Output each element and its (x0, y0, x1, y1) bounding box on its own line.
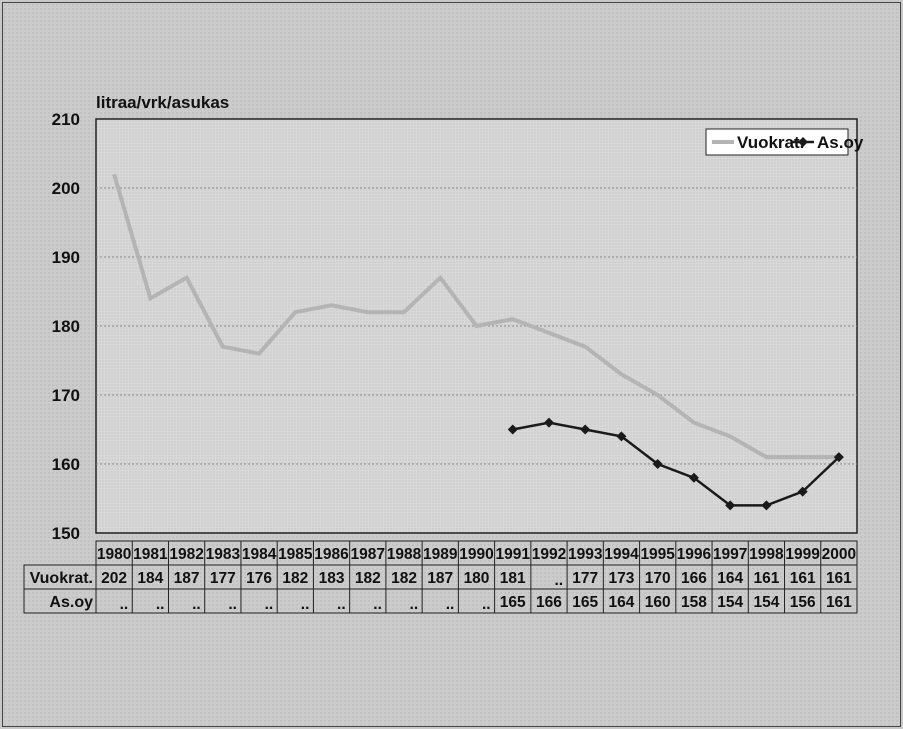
data-point-asoy (688, 472, 699, 483)
x-tick-label: 1982 (169, 546, 203, 563)
table-cell: 166 (681, 570, 707, 587)
x-tick-label: 1980 (97, 546, 131, 563)
x-tick-label: 1984 (242, 546, 277, 563)
table-cell: 170 (645, 570, 671, 587)
data-point-asoy (833, 452, 844, 463)
table-cell: 177 (210, 570, 236, 587)
y-tick-label: 160 (52, 455, 80, 474)
x-tick-label: 1986 (314, 546, 349, 563)
y-tick-label: 190 (52, 248, 80, 267)
table-cell: 177 (572, 570, 598, 587)
data-point-asoy (543, 417, 554, 428)
legend-marker-asoy (798, 137, 808, 147)
y-axis-label: litraa/vrk/asukas (96, 93, 229, 112)
series-line-asoy (512, 421, 840, 507)
x-tick-label: 1983 (206, 546, 241, 563)
x-tick-label: 1988 (387, 546, 422, 563)
x-tick-label: 1996 (677, 546, 712, 563)
x-tick-label: 1998 (749, 546, 784, 563)
x-tick-label: 1990 (459, 546, 493, 563)
x-tick-label: 1999 (785, 546, 820, 563)
table-cell: 164 (609, 594, 635, 611)
data-point-asoy (652, 459, 663, 469)
table-cell: 187 (427, 570, 453, 587)
x-tick-label: 1992 (532, 546, 566, 563)
data-point-asoy (761, 500, 772, 511)
table-cell: 176 (246, 570, 272, 587)
table-cell: 158 (681, 594, 707, 611)
data-point-asoy (507, 424, 518, 435)
table-cell: 161 (826, 570, 852, 587)
data-point-asoy (797, 486, 808, 497)
y-tick-label: 200 (52, 179, 80, 198)
table-cell: .. (554, 572, 563, 589)
table-cell: 182 (391, 570, 417, 587)
legend-label-asoy: As.oy (817, 133, 864, 152)
table-cell: 154 (717, 594, 743, 611)
legend: Vuokrat. As.oy (705, 128, 864, 156)
table-cell: .. (446, 596, 455, 613)
table-row-label: Vuokrat. (30, 570, 93, 587)
table-cell: 183 (319, 570, 345, 587)
table-cell: .. (120, 596, 129, 613)
table-cell: 182 (282, 570, 308, 587)
table-cell: 166 (536, 594, 562, 611)
table-cell: .. (228, 596, 237, 613)
data-point-asoy (725, 500, 736, 511)
table-cell: .. (337, 596, 346, 613)
table-cell: .. (265, 596, 274, 613)
table-cell: 161 (826, 594, 852, 611)
x-tick-label: 1985 (278, 546, 313, 563)
table-cell: 161 (753, 570, 779, 587)
table-cell: 165 (572, 594, 598, 611)
table-cell: 182 (355, 570, 381, 587)
table-cell: 184 (137, 570, 163, 587)
table-cell: 156 (790, 594, 816, 611)
y-tick-label: 180 (52, 317, 80, 336)
data-point-asoy (580, 424, 591, 435)
table-cell: 173 (609, 570, 635, 587)
table-cell: 165 (500, 594, 526, 611)
table-cell: .. (482, 596, 491, 613)
table-row-label: As.oy (49, 594, 93, 611)
table-cell: 154 (753, 594, 779, 611)
table-cell: .. (192, 596, 201, 613)
x-tick-label: 1989 (423, 546, 458, 563)
x-tick-label: 1987 (351, 546, 385, 563)
table-cell: .. (301, 596, 310, 613)
y-tick-label: 210 (52, 110, 80, 129)
table-cell: 187 (174, 570, 200, 587)
table-cell: 180 (464, 570, 490, 587)
x-tick-label: 2000 (822, 546, 856, 563)
x-tick-label: 1981 (133, 546, 168, 563)
data-point-asoy (616, 431, 627, 442)
table-cell: 161 (790, 570, 816, 587)
table-cell: .. (410, 596, 419, 613)
table-cell: 181 (500, 570, 526, 587)
x-tick-label: 1995 (640, 546, 675, 563)
series-line-vuokrat (112, 173, 839, 460)
x-tick-label: 1997 (713, 546, 747, 563)
table-cell: 202 (101, 570, 127, 587)
table-cell: 160 (645, 594, 671, 611)
table-cell: 164 (717, 570, 743, 587)
table-cell: .. (373, 596, 382, 613)
x-tick-label: 1994 (604, 546, 639, 563)
table-cell: .. (156, 596, 165, 613)
legend-label-vuokrat: Vuokrat. (737, 133, 804, 152)
y-tick-label: 170 (52, 386, 80, 405)
x-tick-label: 1993 (568, 546, 603, 563)
y-tick-label: 150 (52, 524, 80, 543)
x-tick-label: 1991 (495, 546, 530, 563)
